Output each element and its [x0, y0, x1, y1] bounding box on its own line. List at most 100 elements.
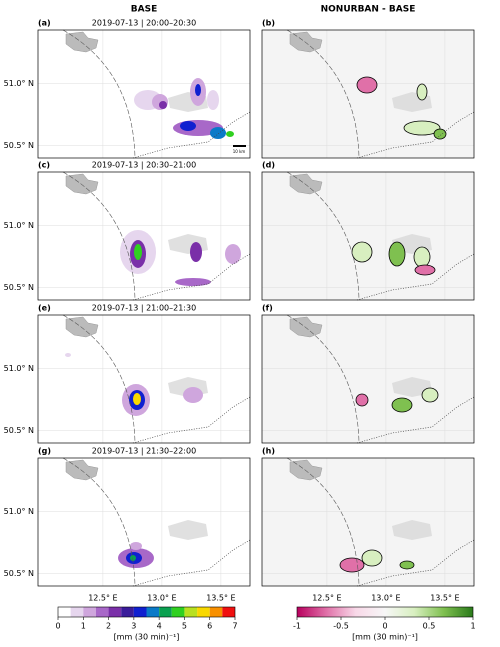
map-panel: 51.0° N 50.5° N (e) 2019-07-13 | 21:00–21:3… [4, 304, 251, 444]
precip-area [134, 244, 142, 260]
city-area [289, 173, 323, 195]
map-frame [37, 314, 251, 444]
map-panel: (d) [261, 161, 475, 301]
colorbar-label: [mm (30 min)⁻¹] [352, 633, 418, 642]
lat-label: 50.5° N [4, 283, 34, 292]
border-line [132, 396, 251, 444]
colorbar-label: [mm (30 min)⁻¹] [114, 633, 180, 642]
colorbar-segment [146, 607, 160, 617]
panel-label: (a) [38, 19, 51, 28]
panel-title: 2019-07-13 | 20:30–21:00 [92, 161, 196, 170]
map-panel: (h) 12.5° E 13.0° E 13.5° E [261, 447, 475, 603]
precip-area [414, 264, 436, 276]
precip-area [207, 90, 219, 110]
lat-label: 51.0° N [4, 221, 34, 230]
lon-label: 13.5° E [430, 594, 459, 603]
border-line [132, 111, 251, 159]
border-line [286, 314, 360, 444]
panel-title: 2019-07-13 | 21:00–21:30 [92, 304, 196, 313]
lon-label: 13.0° E [147, 594, 176, 603]
colorbar-segment [58, 607, 71, 617]
map-frame [261, 314, 475, 444]
map-frame [261, 171, 475, 301]
lat-label: 51.0° N [4, 364, 34, 373]
precip-area [399, 560, 415, 570]
precip-area [190, 242, 202, 262]
colorbar-tick-label: 0 [55, 622, 60, 631]
border-line [286, 29, 360, 159]
lat-label: 51.0° N [4, 79, 34, 88]
map-background [262, 172, 474, 300]
colorbar-tick-label: 2 [106, 622, 111, 631]
map-panel: 51.0° N 50.5° N (a) 2019-07-13 | 20:00–20:3… [4, 19, 251, 159]
panel-label: (b) [262, 19, 275, 28]
lat-label: 50.5° N [4, 569, 34, 578]
lat-label: 50.5° N [4, 141, 34, 150]
border-line [62, 29, 136, 159]
panel-label: (g) [38, 447, 51, 456]
colorbar-segment [121, 607, 134, 617]
border-line [356, 396, 475, 444]
city-area [65, 173, 99, 195]
column-header: BASE [131, 5, 157, 15]
precip-area [130, 542, 142, 550]
border-line [356, 111, 475, 159]
map-panel: 51.0° N 50.5° N (g) 2019-07-13 | 21:30–22:0… [4, 447, 251, 603]
precip-area [65, 353, 71, 357]
lon-label: 12.5° E [88, 594, 117, 603]
map-panel: 51.0° N 50.5° N (c) 2019-07-13 | 20:30–21:0… [4, 161, 251, 301]
precip-area [351, 241, 373, 263]
border-line [132, 253, 251, 301]
city-area [392, 377, 432, 397]
column-header: NONURBAN - BASE [321, 5, 416, 15]
colorbar-tick-label: 3 [131, 622, 136, 631]
panel-label: (h) [262, 447, 275, 456]
colorbar-segment [83, 607, 96, 617]
colorbar-segment [159, 607, 172, 617]
city-area [289, 316, 323, 338]
lon-label: 12.5° E [312, 594, 341, 603]
map-frame [37, 457, 251, 587]
precip-area [356, 76, 378, 94]
colorbar-segment [222, 607, 235, 617]
colorbar-frame [57, 606, 236, 618]
precip-area [403, 120, 441, 136]
map-background [38, 315, 250, 443]
map-background [262, 458, 474, 586]
colorbar-tick-label: 6 [207, 622, 212, 631]
map-panel: (b) [261, 19, 475, 159]
border-line [356, 253, 475, 301]
precip-area [210, 127, 226, 139]
map-panel: (f) [261, 304, 475, 444]
precip-area [195, 84, 201, 96]
panel-label: (c) [38, 161, 50, 170]
precip-area [421, 387, 439, 403]
map-frame [261, 457, 475, 587]
border-line [132, 539, 251, 587]
border-line [62, 457, 136, 587]
lat-label: 51.0° N [4, 507, 34, 516]
panel-title: 2019-07-13 | 21:30–22:00 [92, 447, 196, 456]
map-background [262, 315, 474, 443]
precip-area [433, 128, 447, 140]
lat-label: 50.5° N [4, 426, 34, 435]
border-line [286, 457, 360, 587]
border-line [62, 314, 136, 444]
precip-area [180, 121, 196, 131]
colorbar-segment [184, 607, 198, 617]
colorbar-gradient [297, 607, 473, 617]
precip-area [130, 555, 136, 561]
city-area [65, 316, 99, 338]
panel-label: (d) [262, 161, 275, 170]
precip-area [416, 83, 428, 101]
map-frame [37, 29, 251, 159]
border-line [62, 171, 136, 301]
city-area [168, 520, 208, 540]
colorbar-tick-label: 1 [470, 622, 475, 631]
colorbar-tick-label: 4 [157, 622, 162, 631]
colorbar-segment [95, 607, 109, 617]
colorbar-tick-label: -1 [293, 622, 301, 631]
precip-area [339, 557, 365, 573]
colorbar-segment [171, 607, 185, 617]
colorbar-segment [70, 607, 84, 617]
